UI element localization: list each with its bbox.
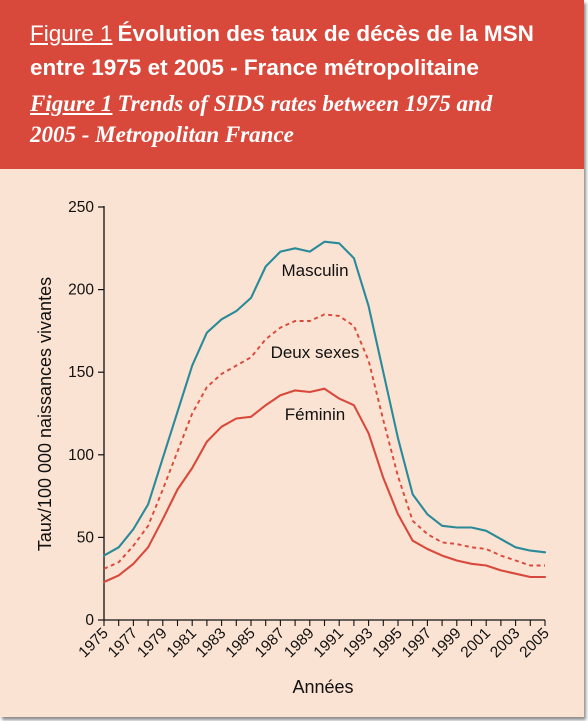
x-tick-label: 1991 <box>311 625 347 661</box>
x-tick-label: 1999 <box>428 625 464 661</box>
y-tick-label: 150 <box>68 364 94 381</box>
y-axis-title: Taux/100 000 naissances vivantes <box>35 277 55 551</box>
title-fr-line-1: Figure 1 Évolution des taux de décès de l… <box>30 21 534 46</box>
x-tick-label: 1985 <box>222 625 258 661</box>
x-tick-label: 2005 <box>516 625 552 661</box>
series-line-0 <box>102 240 547 557</box>
x-tick-label: 2001 <box>458 625 494 661</box>
title-en-text-1: Trends of SIDS rates between 1975 and <box>117 91 493 116</box>
series-label-masculin: Masculin <box>281 261 348 280</box>
figure-header: Figure 1 Évolution des taux de décès de l… <box>0 0 584 169</box>
title-fr-text-1: Évolution des taux de décès de la MSN <box>117 21 534 46</box>
y-tick-label: 100 <box>68 447 94 464</box>
series-label-deux-sexes: Deux sexes <box>271 343 360 362</box>
x-axis-ticks: 1975197719791981198319851987198919911993… <box>75 620 553 661</box>
figure-label-fr: Figure 1 <box>30 21 113 46</box>
x-tick-label: 1981 <box>164 625 200 661</box>
y-tick-label: 50 <box>77 529 95 546</box>
x-tick-label: 1983 <box>193 625 229 661</box>
x-tick-label: 2003 <box>487 625 523 661</box>
series-line-2 <box>102 387 547 584</box>
y-tick-label: 0 <box>85 612 94 629</box>
series-label-feminin: Féminin <box>285 405 345 424</box>
x-tick-label: 1977 <box>105 625 141 661</box>
x-tick-label: 1995 <box>369 625 405 661</box>
title-en-line-2: 2005 - Metropolitan France <box>30 122 294 147</box>
x-tick-label: 1989 <box>281 625 317 661</box>
y-tick-label: 250 <box>68 199 94 216</box>
x-tick-label: 1993 <box>340 625 376 661</box>
title-en-line-1: Figure 1 Trends of SIDS rates between 197… <box>30 92 492 115</box>
x-tick-label: 1987 <box>252 625 288 661</box>
y-axis-ticks: 0 50 100 150 200 250 <box>68 199 104 629</box>
y-tick-label: 200 <box>68 282 94 299</box>
x-tick-label: 1979 <box>134 625 170 661</box>
series-line-1 <box>103 313 545 570</box>
figure-label-en: Figure 1 <box>30 91 113 116</box>
x-axis-title: Années <box>292 677 353 697</box>
series-lines <box>102 240 547 584</box>
x-tick-label: 1997 <box>399 625 435 661</box>
line-chart: 0 50 100 150 200 250 197519771979198119831985… <box>35 199 553 697</box>
title-fr-line-2: entre 1975 et 2005 - France métropolitai… <box>30 55 479 80</box>
x-tick-label: 1975 <box>75 625 111 661</box>
